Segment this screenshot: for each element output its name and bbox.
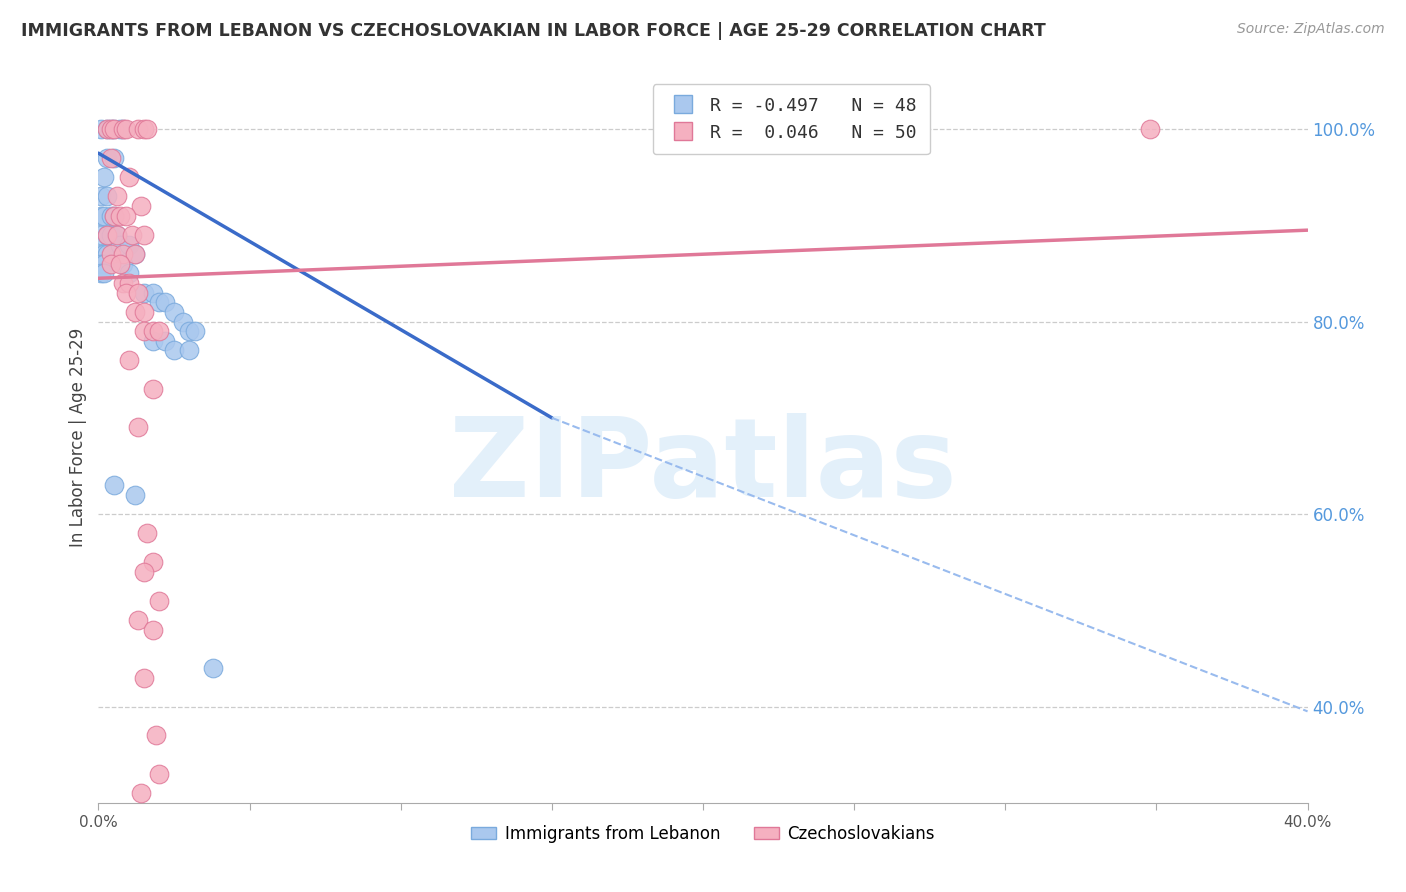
Point	[100, 122, 122, 136]
Point	[105, 189, 128, 203]
Point	[148, 324, 170, 338]
Point	[96, 151, 118, 165]
Point	[108, 122, 131, 136]
Point	[100, 247, 122, 261]
Point	[108, 237, 131, 252]
Point	[93, 247, 115, 261]
Point	[114, 209, 136, 223]
Point	[129, 199, 152, 213]
Point	[90, 189, 112, 203]
Point	[124, 247, 146, 261]
Point	[179, 324, 201, 338]
Point	[132, 285, 155, 300]
Point	[100, 209, 122, 223]
Point	[114, 285, 136, 300]
Point	[111, 257, 134, 271]
Point	[132, 305, 155, 319]
Point	[121, 227, 143, 242]
Point	[111, 122, 134, 136]
Point	[90, 247, 112, 261]
Point	[93, 209, 115, 223]
Point	[100, 122, 122, 136]
Point	[96, 247, 118, 261]
Point	[96, 189, 118, 203]
Point	[90, 227, 112, 242]
Point	[132, 227, 155, 242]
Point	[108, 209, 131, 223]
Point	[184, 324, 207, 338]
Point	[142, 334, 165, 348]
Point	[114, 122, 136, 136]
Point	[153, 295, 176, 310]
Point	[93, 257, 115, 271]
Point	[132, 671, 155, 685]
Point	[1139, 122, 1161, 136]
Point	[90, 209, 112, 223]
Point	[93, 267, 115, 281]
Point	[142, 555, 165, 569]
Point	[132, 122, 155, 136]
Point	[163, 305, 186, 319]
Point	[153, 334, 176, 348]
Point	[118, 237, 141, 252]
Point	[127, 285, 149, 300]
Point	[90, 122, 112, 136]
Point	[142, 285, 165, 300]
Point	[163, 343, 186, 358]
Point	[105, 227, 128, 242]
Legend: Immigrants from Lebanon, Czechoslovakians: Immigrants from Lebanon, Czechoslovakian…	[465, 818, 941, 849]
Point	[90, 267, 112, 281]
Point	[103, 209, 125, 223]
Point	[105, 227, 128, 242]
Text: Source: ZipAtlas.com: Source: ZipAtlas.com	[1237, 22, 1385, 37]
Point	[111, 276, 134, 290]
Point	[148, 295, 170, 310]
Point	[96, 122, 118, 136]
Point	[100, 257, 122, 271]
Text: ZIPatlas: ZIPatlas	[449, 413, 957, 520]
Point	[132, 565, 155, 579]
Point	[127, 613, 149, 627]
Y-axis label: In Labor Force | Age 25-29: In Labor Force | Age 25-29	[69, 327, 87, 547]
Point	[108, 257, 131, 271]
Point	[100, 227, 122, 242]
Point	[103, 122, 125, 136]
Point	[142, 324, 165, 338]
Point	[127, 122, 149, 136]
Point	[96, 227, 118, 242]
Point	[100, 151, 122, 165]
Point	[179, 343, 201, 358]
Point	[129, 786, 152, 800]
Point	[93, 170, 115, 185]
Point	[145, 728, 167, 742]
Text: IMMIGRANTS FROM LEBANON VS CZECHOSLOVAKIAN IN LABOR FORCE | AGE 25-29 CORRELATIO: IMMIGRANTS FROM LEBANON VS CZECHOSLOVAKI…	[21, 22, 1046, 40]
Point	[135, 526, 157, 541]
Point	[90, 257, 112, 271]
Point	[103, 209, 125, 223]
Point	[124, 305, 146, 319]
Point	[132, 324, 155, 338]
Point	[103, 151, 125, 165]
Point	[111, 122, 134, 136]
Point	[142, 382, 165, 396]
Point	[148, 767, 170, 781]
Point	[124, 488, 146, 502]
Point	[148, 593, 170, 607]
Point	[135, 122, 157, 136]
Point	[103, 122, 125, 136]
Point	[111, 247, 134, 261]
Point	[96, 227, 118, 242]
Point	[103, 478, 125, 492]
Point	[118, 170, 141, 185]
Point	[142, 623, 165, 637]
Point	[96, 122, 118, 136]
Point	[124, 247, 146, 261]
Point	[202, 661, 225, 675]
Point	[172, 315, 194, 329]
Point	[118, 353, 141, 368]
Point	[127, 420, 149, 434]
Point	[118, 276, 141, 290]
Point	[118, 267, 141, 281]
